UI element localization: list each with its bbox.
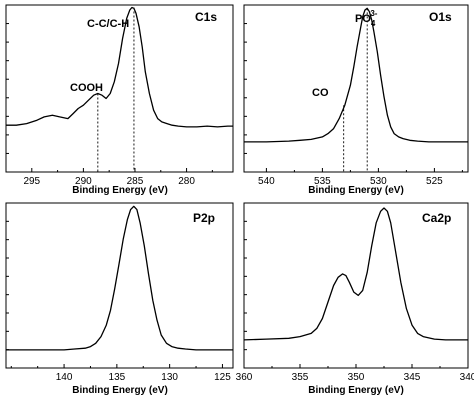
x-axis-label: Binding Energy (eV) xyxy=(72,385,168,396)
x-ticks: 540 535 530 525 xyxy=(244,23,463,187)
x-tick-label: 280 xyxy=(178,176,195,187)
plot-frame xyxy=(5,4,234,173)
x-tick-label: 125 xyxy=(214,372,231,383)
panel-ca2p: 360 355 350 345 340 Ca2p Binding Energy (eV) xyxy=(236,202,474,396)
x-axis-label: Binding Energy (eV) xyxy=(308,385,404,396)
x-tick-label: 535 xyxy=(314,176,331,187)
x-tick-label: 135 xyxy=(109,372,126,383)
x-ticks: 360 355 350 345 340 xyxy=(236,220,474,383)
panel-title: P2p xyxy=(193,211,215,225)
x-tick-label: 355 xyxy=(292,372,309,383)
spectrum-line xyxy=(6,205,233,351)
po4-superscript: 3- xyxy=(370,9,377,18)
x-tick-label: 340 xyxy=(460,372,474,383)
panel-p2p: 140 135 130 125 P2p Binding Energy (eV) xyxy=(5,202,234,396)
spectrum-line xyxy=(244,7,468,143)
spectrum-line xyxy=(6,6,233,128)
x-tick-label: 360 xyxy=(236,372,253,383)
panel-o1s: 540 535 530 525 O1s CO PO43- Binding Energy… xyxy=(243,4,469,196)
annotation-po4: PO43- xyxy=(355,9,378,28)
x-tick-label: 525 xyxy=(426,176,443,187)
panel-title: O1s xyxy=(429,10,452,24)
x-axis-label: Binding Energy (eV) xyxy=(308,185,404,196)
po4-subscript: 4 xyxy=(371,19,376,28)
annotation-co: CO xyxy=(312,87,329,99)
x-tick-label: 130 xyxy=(161,372,178,383)
x-tick-label: 350 xyxy=(348,372,365,383)
plot-frame xyxy=(5,202,234,369)
x-tick-label: 140 xyxy=(56,372,73,383)
spectrum-line xyxy=(243,207,468,341)
annotation-cooh: COOH xyxy=(70,82,103,94)
x-tick-label: 345 xyxy=(404,372,421,383)
plot-frame xyxy=(243,4,469,173)
plot-frame xyxy=(243,202,469,369)
x-axis-label: Binding Energy (eV) xyxy=(72,185,168,196)
panel-title: C1s xyxy=(195,10,217,24)
annotation-cc-ch: C-C/C-H xyxy=(87,18,129,30)
x-tick-label: 290 xyxy=(75,176,92,187)
po4-base: PO xyxy=(355,13,371,25)
x-tick-label: 295 xyxy=(23,176,40,187)
panel-title: Ca2p xyxy=(422,211,451,225)
x-tick-label: 540 xyxy=(258,176,275,187)
x-ticks: 140 135 130 125 xyxy=(6,220,231,383)
x-tick-label: 285 xyxy=(127,176,144,187)
x-ticks: 295 290 285 280 xyxy=(5,23,213,187)
x-tick-label: 530 xyxy=(370,176,387,187)
panel-c1s: 295 290 285 280 C1s COOH C-C/C-H Binding En… xyxy=(5,4,234,196)
